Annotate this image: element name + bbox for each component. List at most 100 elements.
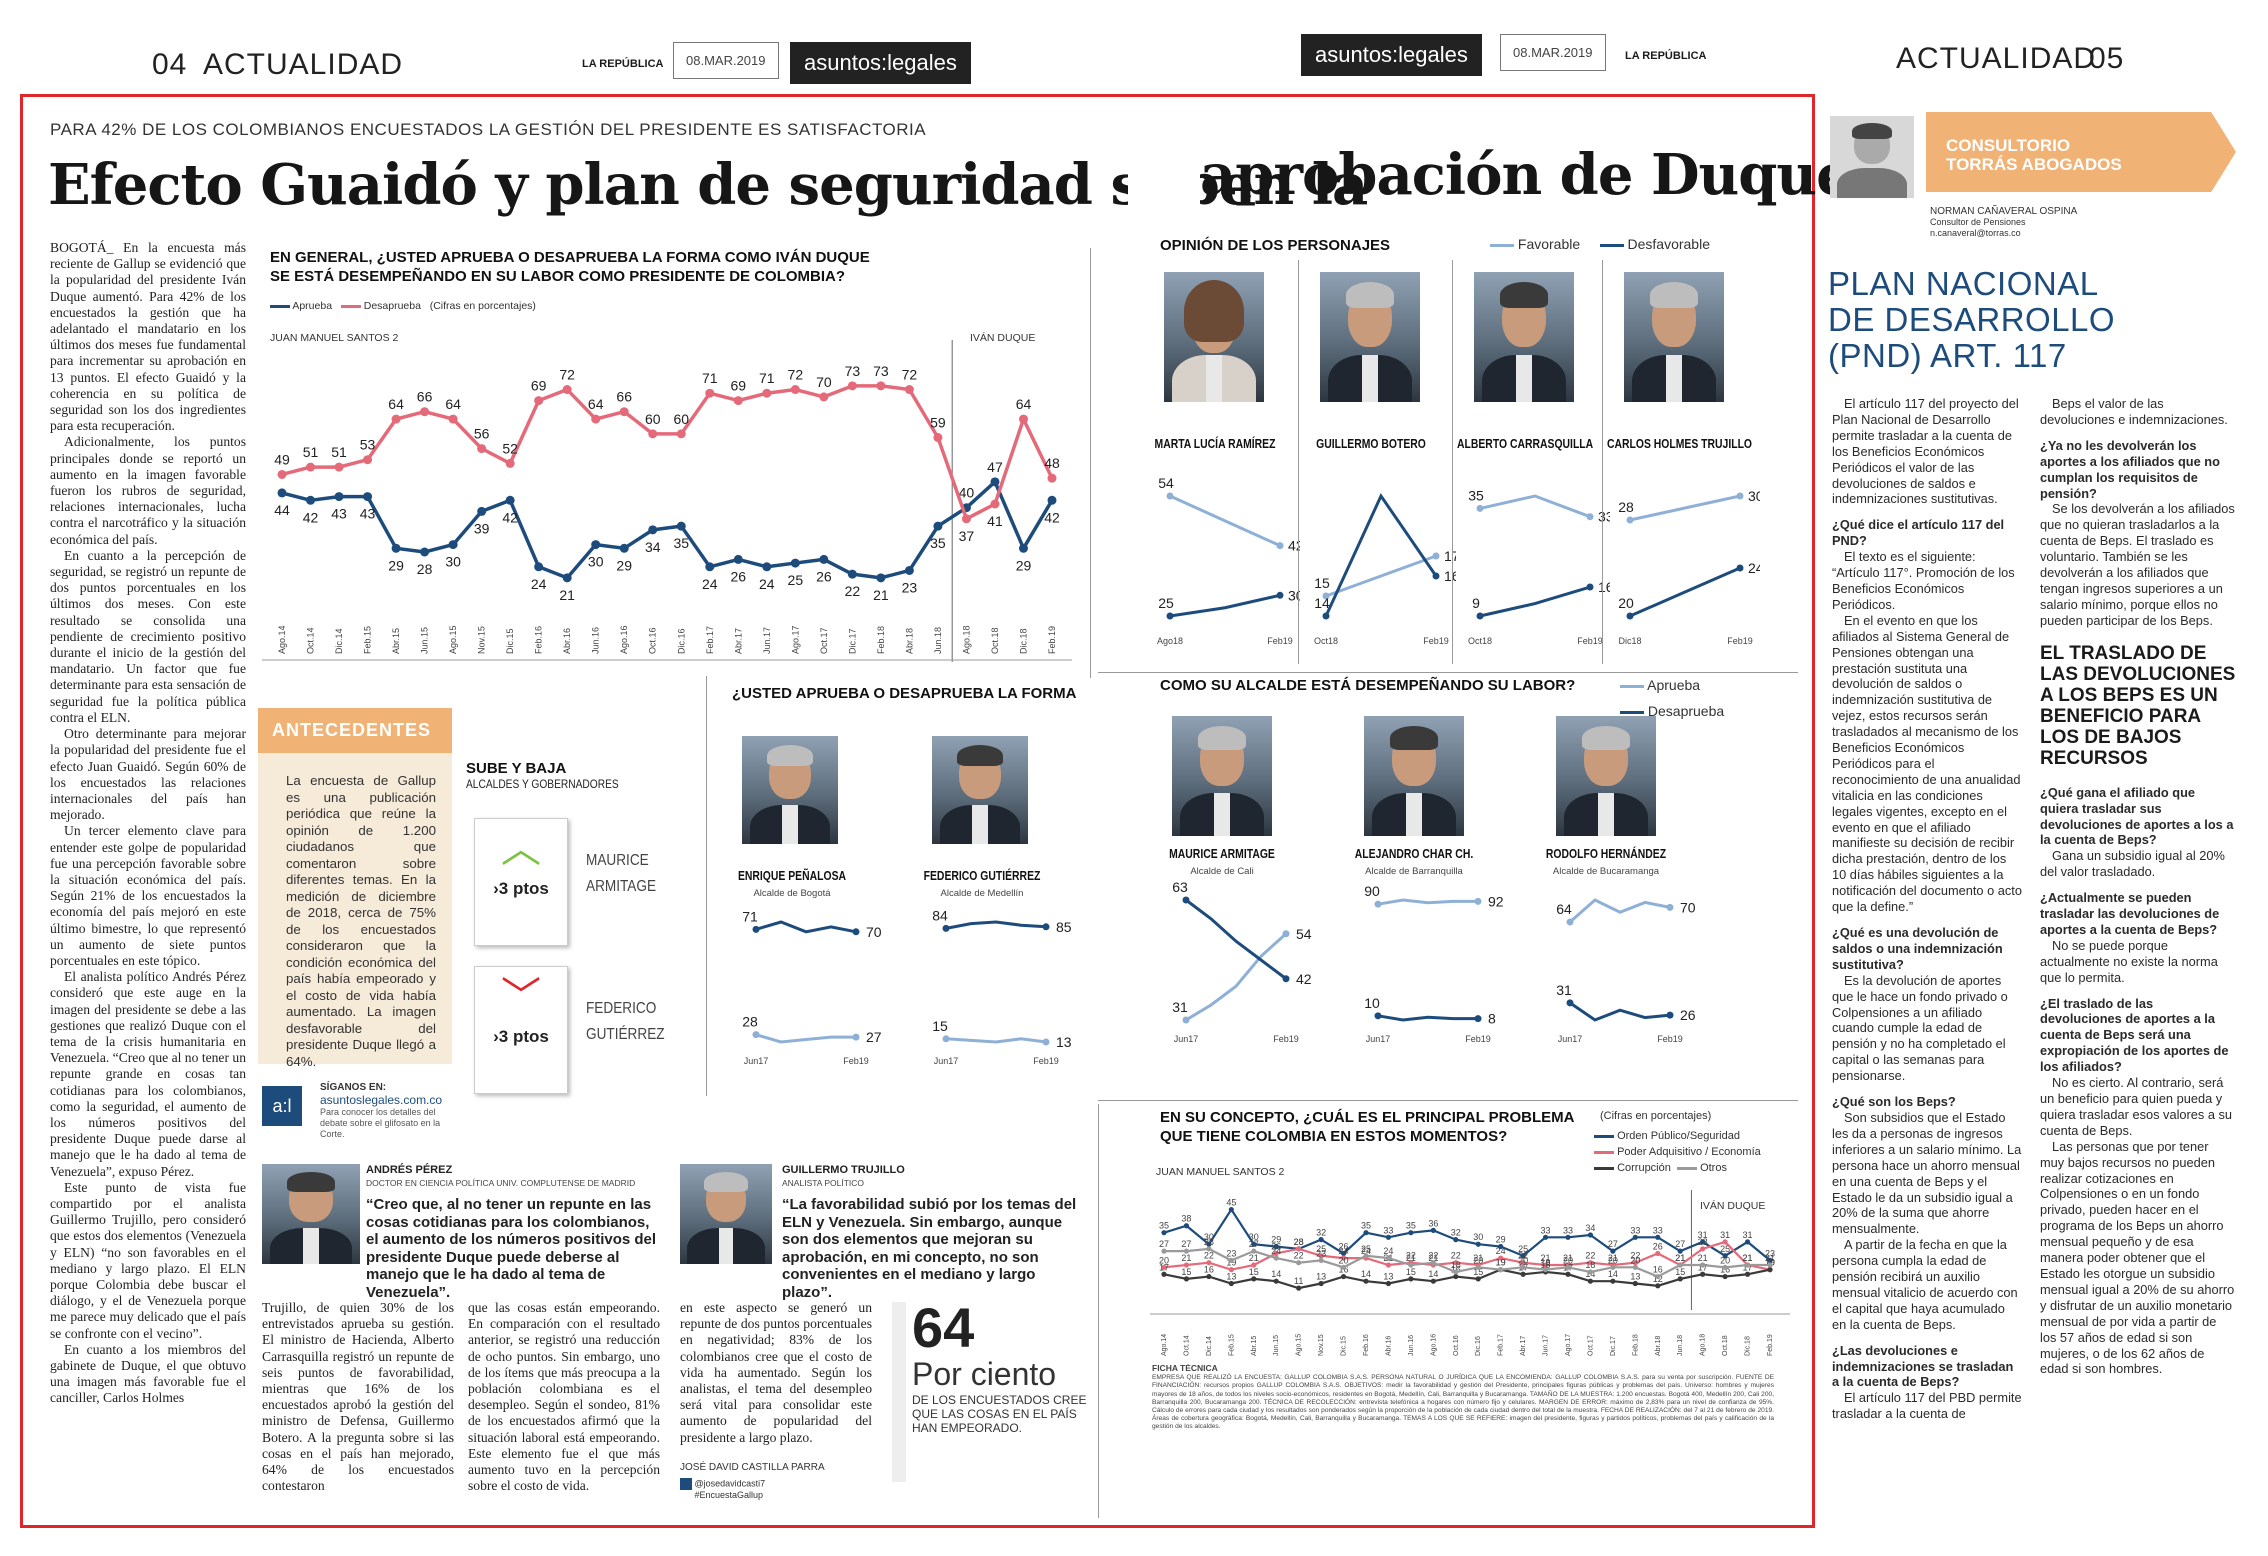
data-point [1700,1239,1706,1245]
author-name: JOSÉ DAVID CASTILLA PARRA [680,1462,825,1473]
x-tick-label: Dic.18 [1745,1336,1752,1356]
paragraph: En el evento en que los afiliados al Sis… [1832,612,2022,915]
data-label: 16 [1653,1265,1663,1275]
data-point [1206,1241,1212,1247]
data-label: 23 [1765,1248,1775,1258]
photo-personaje [1624,272,1724,402]
value-label: 20 [1618,595,1634,611]
point [1566,918,1574,926]
data-point [1453,1273,1459,1280]
point [1182,1016,1190,1024]
data-label: 27 [1181,1239,1191,1249]
question: ¿Qué es una devolución de saldos o una i… [1832,925,2003,972]
data-point [1296,1260,1302,1266]
data-point [676,429,686,439]
data-label: 33 [1630,1225,1640,1235]
data-label: 20 [1563,1255,1573,1265]
data-label: 24 [702,576,718,592]
x-tick-label: Feb.19 [1767,1334,1774,1356]
point [752,925,760,933]
point [1626,612,1634,620]
series-line [1163,1207,1771,1262]
data-point [420,547,430,557]
value-label: 64 [1556,901,1572,917]
hashtag[interactable]: #EncuestaGallup [694,1490,764,1500]
paragraph: Gana un subsidio igual al 20% del valor … [2040,848,2225,880]
main-chart-note: (Cifras en porcentajes) [429,300,536,312]
data-label: 33 [1563,1225,1573,1235]
data-point [1498,1243,1504,1250]
data-label: 23 [902,579,918,595]
x-tick-label: Feb.18 [876,626,886,654]
col1-paragraph: Este punto de vista fue compartido por e… [50,1179,246,1341]
data-label: 21 [1743,1253,1753,1263]
data-point [1206,1260,1212,1266]
quote1-name: ANDRÉS PÉREZ [366,1164,453,1176]
photo-andres-perez [262,1164,360,1264]
data-point [904,565,914,575]
data-point [505,495,515,505]
data-point [505,458,515,468]
column-text-a: El artículo 117 del proyecto del Plan Na… [1832,396,2022,1520]
alcalde-role: Alcalde de Cali [1190,866,1254,877]
x-tick-label: Feb19 [1465,1034,1491,1044]
data-label: 49 [274,451,290,467]
data-label: 22 [1204,1251,1214,1261]
sube-baja-subtitle: ALCALDES Y GOBERNADORES [466,777,619,791]
siganos-link[interactable]: asuntoslegales.com.co [320,1093,443,1107]
data-point [1273,1250,1279,1257]
data-point [1251,1241,1257,1247]
question: ¿Qué dice el artículo 117 del PND? [1832,517,2005,549]
x-tick-label: Jun.17 [762,627,772,654]
x-tick-label: Jun17 [744,1056,769,1066]
value-label: 8 [1488,1011,1496,1027]
personaje-sparkline: 28 30 20 24 Dic18 Feb19 [1618,488,1760,646]
data-label: 21 [1765,1253,1775,1263]
sube-card: ︿ ›3 ptos [474,818,568,946]
data-label: 66 [616,389,632,405]
x-tick-label: Feb.17 [1498,1334,1505,1356]
x-tick-label: Feb.15 [1228,1334,1235,1356]
quote2-text: “La favorabilidad subió por los temas de… [782,1196,1077,1301]
data-point [1744,1262,1751,1268]
data-label: 73 [873,363,889,379]
arrow-down-icon: ﹀ [501,974,541,1019]
data-label: 33 [1541,1225,1551,1235]
data-point [1610,1264,1616,1270]
data-point [648,525,658,535]
x-tick-label: Feb19 [1267,636,1293,646]
x-tick-label: Feb19 [1657,1034,1683,1044]
data-label: 31 [1720,1230,1730,1240]
data-label: 32 [1451,1228,1461,1238]
value-label: 16 [1598,579,1610,595]
data-label: 21 [559,587,575,603]
data-point [1047,495,1057,505]
data-point [562,385,572,395]
data-label: 37 [959,528,975,544]
data-label: 28 [1698,1237,1708,1247]
approval-line-chart: 44 42 43 43 29 28 30 39 42 24 21 30 29 34 35 24 26 24 25 26… [262,340,1072,662]
data-label: 42 [303,509,319,525]
paragraph: Son subsidios que el Estado les da a per… [1832,1109,2022,1237]
x-tick-label: Jun.16 [591,627,601,654]
legend-alc-desaprueba: Desaprueba [1647,703,1725,719]
big-stat-desc: DE LOS ENCUESTADOS CREE QUE LAS COSAS EN… [912,1393,1087,1435]
x-tick-label: Dic.15 [505,628,515,654]
data-point [904,385,914,395]
data-point [1340,1264,1347,1270]
antecedentes-title: ANTECEDENTES [258,708,452,753]
alcalde-role: Alcalde de Bucaramanga [1552,866,1660,877]
data-point [1228,1257,1234,1263]
data-point [277,488,287,498]
problema-line-chart: 35 38 30 45 30 29 28 32 26 35 33 35 36 32 30 29 25 33 33 34… [1150,1190,1790,1356]
x-tick-label: Feb19 [1577,636,1603,646]
data-label: 28 [1294,1237,1304,1247]
x-tick-label: Ago.14 [1161,1334,1168,1356]
value-label: 9 [1472,595,1480,611]
line-aprueba [1569,898,1671,924]
data-label: 19 [1496,1258,1506,1268]
x-tick-label: Jun17 [1174,1034,1199,1044]
twitter-handle[interactable]: @josedavidcasti7 [694,1478,766,1489]
x-tick-label: Oct.14 [306,627,316,654]
x-tick-label: Feb19 [843,1056,869,1066]
